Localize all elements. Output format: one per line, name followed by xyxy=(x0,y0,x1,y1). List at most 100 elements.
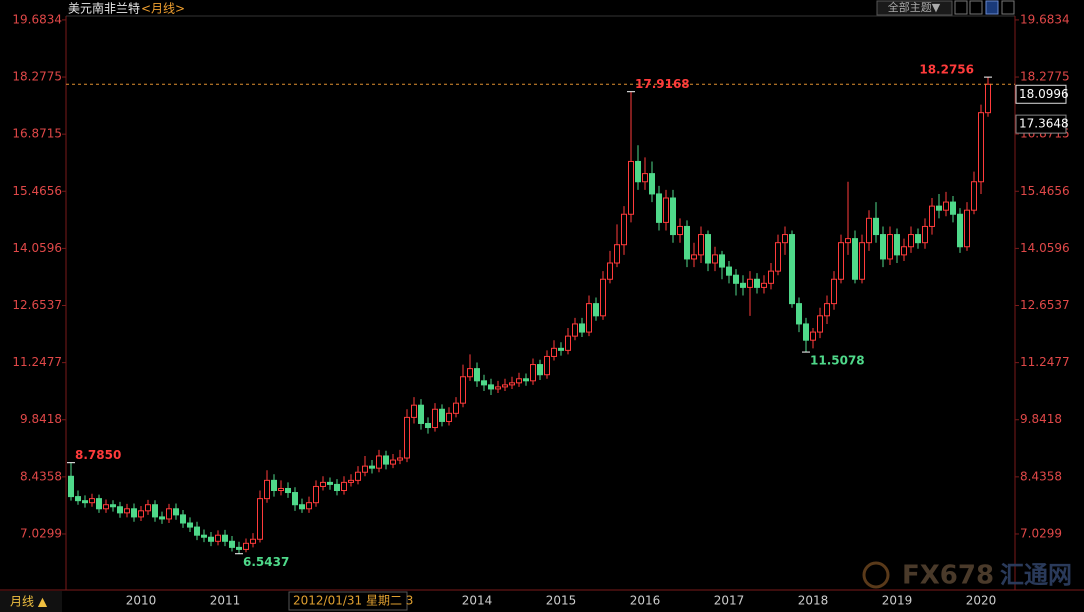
candle-body xyxy=(376,455,382,469)
candle-body xyxy=(663,197,669,223)
candle-body xyxy=(222,534,228,542)
candle-body xyxy=(481,380,487,386)
candle-body xyxy=(614,244,620,264)
candle-body xyxy=(705,234,711,264)
x-tick-label: 2014 xyxy=(462,594,493,608)
y-tick-label: 7.0299 xyxy=(20,526,62,540)
candle-body xyxy=(103,504,109,510)
extreme-label: 6.5437 xyxy=(243,555,289,569)
y2-tick-label: 11.2477 xyxy=(1020,355,1070,369)
candle-body xyxy=(124,508,130,514)
candle-body xyxy=(390,459,396,465)
y2-tick-label: 14.0596 xyxy=(1020,241,1070,255)
candle-body xyxy=(138,510,144,518)
candle-body xyxy=(600,278,606,317)
candle-body xyxy=(271,479,277,492)
candle-body xyxy=(257,498,263,540)
candle-body xyxy=(432,408,438,429)
y2-tick-label: 12.6537 xyxy=(1020,298,1070,312)
candle-body xyxy=(873,217,879,236)
tool-icon[interactable] xyxy=(985,0,999,15)
candle-body xyxy=(320,481,326,487)
candle-body xyxy=(978,112,984,183)
candle-body xyxy=(383,455,389,465)
candle-body xyxy=(411,404,417,418)
tool-icon[interactable] xyxy=(969,0,983,15)
candle-body xyxy=(446,412,452,422)
candle-body xyxy=(152,504,158,518)
candle-body xyxy=(502,384,508,388)
candle-body xyxy=(796,303,802,325)
candle-body xyxy=(264,479,270,500)
chart-subtitle: <月线> xyxy=(141,2,185,16)
theme-button-label: 全部主题▼ xyxy=(888,0,941,14)
candle-body xyxy=(439,408,445,422)
candle-body xyxy=(719,254,725,268)
x-tick-label: 2018 xyxy=(798,594,829,608)
y-tick-label: 15.4656 xyxy=(12,184,62,198)
price-tag: 17.3648 xyxy=(1019,117,1069,131)
candle-body xyxy=(733,274,739,284)
candle-body xyxy=(957,213,963,248)
price-tag: 18.0996 xyxy=(1019,87,1069,101)
candle-body xyxy=(929,205,935,227)
candle-body xyxy=(656,193,662,223)
y2-tick-label: 19.6834 xyxy=(1020,12,1070,26)
candle-body xyxy=(467,368,473,378)
candle-body xyxy=(761,282,767,288)
candle-body xyxy=(740,282,746,288)
y2-tick-label: 9.8418 xyxy=(1020,412,1062,426)
candle-body xyxy=(621,213,627,246)
candle-body xyxy=(824,303,830,317)
candle-body xyxy=(334,483,340,492)
candle-body xyxy=(908,234,914,248)
candle-body xyxy=(782,234,788,244)
candle-body xyxy=(159,516,165,520)
candle-body xyxy=(831,278,837,305)
candle-body xyxy=(250,538,256,544)
candle-body xyxy=(166,508,172,520)
candle-body xyxy=(418,404,424,424)
tool-icon[interactable] xyxy=(1001,0,1015,15)
candle-body xyxy=(117,506,123,514)
theme-button[interactable] xyxy=(876,0,953,16)
candle-body xyxy=(509,382,515,386)
candle-body xyxy=(579,323,585,333)
candle-body xyxy=(110,504,116,508)
candle-body xyxy=(75,496,81,502)
candle-body xyxy=(355,471,361,481)
y-tick-label: 9.8418 xyxy=(20,412,62,426)
y-tick-label: 14.0596 xyxy=(12,241,62,255)
candle-body xyxy=(495,386,501,390)
candle-body xyxy=(551,347,557,357)
extreme-label: 11.5078 xyxy=(810,354,865,368)
candle-body xyxy=(362,465,368,473)
tool-icon[interactable] xyxy=(954,0,968,15)
candle-body xyxy=(803,323,809,341)
candle-body xyxy=(789,234,795,305)
candle-body xyxy=(285,487,291,494)
candle-body xyxy=(145,504,151,512)
candle-body xyxy=(558,347,564,351)
watermark-logo xyxy=(862,561,890,589)
price-tag-box xyxy=(1015,114,1067,134)
candle-body xyxy=(586,303,592,333)
candle-body xyxy=(236,546,242,550)
candle-body xyxy=(775,242,781,272)
candle-body xyxy=(712,254,718,264)
candle-body xyxy=(985,83,991,114)
candle-body xyxy=(299,504,305,510)
candle-body xyxy=(915,234,921,244)
candle-body xyxy=(971,181,977,211)
candle-body xyxy=(880,234,886,260)
candle-body xyxy=(593,303,599,317)
candle-body xyxy=(901,246,907,256)
y2-tick-label: 18.2775 xyxy=(1020,70,1070,84)
candle-body xyxy=(768,270,774,284)
period-button[interactable] xyxy=(0,591,62,612)
extreme-label: 17.9168 xyxy=(635,77,690,91)
candle-body xyxy=(838,242,844,280)
candle-body xyxy=(537,364,543,376)
candle-body xyxy=(964,209,970,248)
